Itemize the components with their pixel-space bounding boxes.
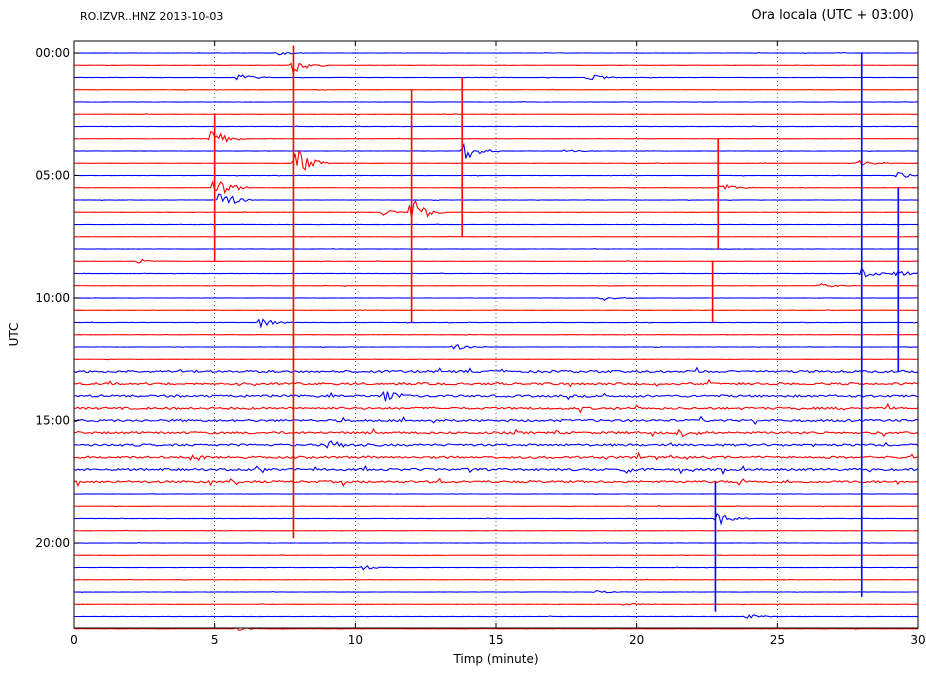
trace-row-35 [73, 477, 919, 488]
trace-row-14 [73, 223, 919, 226]
trace-row-36 [73, 493, 919, 495]
trace-row-18 [73, 266, 919, 278]
trace-row-17 [73, 258, 919, 264]
local-time-label: Ora locala (UTC + 03:00) [751, 8, 914, 23]
trace-row-4 [73, 101, 919, 103]
trace-row-37 [73, 505, 919, 508]
trace-row-22 [73, 318, 919, 329]
trace-row-43 [73, 578, 919, 581]
x-axis-label: Timp (minute) [452, 652, 538, 666]
x-tick-label-0: 0 [70, 633, 78, 647]
trace-row-8 [73, 142, 919, 159]
y-tick-label-3: 15:00 [35, 414, 70, 428]
station-label: RO.IZVR..HNZ 2013-10-03 [80, 10, 224, 23]
trace-row-26 [73, 366, 919, 374]
trace-row-34 [73, 464, 919, 476]
trace-row-20 [73, 296, 919, 302]
trace-row-0 [73, 51, 919, 56]
trace-row-5 [73, 113, 919, 116]
trace-row-31 [73, 427, 919, 438]
trace-row-19 [73, 283, 919, 288]
trace-row-28 [73, 390, 919, 402]
x-tick-label-30: 30 [910, 633, 925, 647]
y-tick-label-1: 05:00 [35, 169, 70, 183]
trace-row-21 [73, 309, 919, 312]
y-axis-label: UTC [7, 323, 21, 347]
trace-row-41 [73, 554, 919, 557]
trace-row-30 [73, 415, 919, 425]
trace-row-3 [73, 88, 919, 91]
trace-row-32 [73, 440, 919, 449]
trace-row-16 [73, 247, 919, 250]
trace-row-25 [73, 358, 919, 361]
trace-row-6 [73, 125, 919, 128]
y-tick-label-0: 00:00 [35, 46, 70, 60]
trace-row-47 [73, 627, 918, 632]
x-tick-label-20: 20 [629, 633, 644, 647]
y-tick-label-2: 10:00 [35, 291, 70, 305]
trace-row-23 [73, 333, 919, 336]
x-tick-label-10: 10 [348, 633, 363, 647]
trace-row-29 [73, 402, 919, 414]
trace-row-1 [73, 62, 919, 74]
x-axis-ticks: 0 5 10 15 20 25 30 [70, 41, 926, 647]
spike-lines [213, 45, 900, 612]
trace-row-33 [73, 451, 919, 462]
trace-row-44 [73, 589, 919, 594]
trace-row-15 [73, 235, 919, 238]
x-tick-label-25: 25 [770, 633, 785, 647]
trace-row-27 [73, 378, 919, 388]
trace-row-38 [73, 512, 919, 526]
x-tick-label-15: 15 [488, 633, 503, 647]
x-tick-label-5: 5 [211, 633, 219, 647]
trace-row-24 [73, 343, 919, 350]
trace-row-40 [73, 541, 919, 544]
trace-row-46 [73, 614, 919, 619]
y-axis-ticks: 00:00 05:00 10:00 15:00 20:00 [35, 46, 79, 550]
trace-row-45 [73, 602, 919, 606]
trace-row-39 [73, 529, 919, 532]
trace-row-11 [73, 180, 919, 195]
y-tick-label-4: 20:00 [35, 536, 70, 550]
trace-row-2 [73, 74, 919, 81]
trace-row-42 [73, 564, 919, 571]
